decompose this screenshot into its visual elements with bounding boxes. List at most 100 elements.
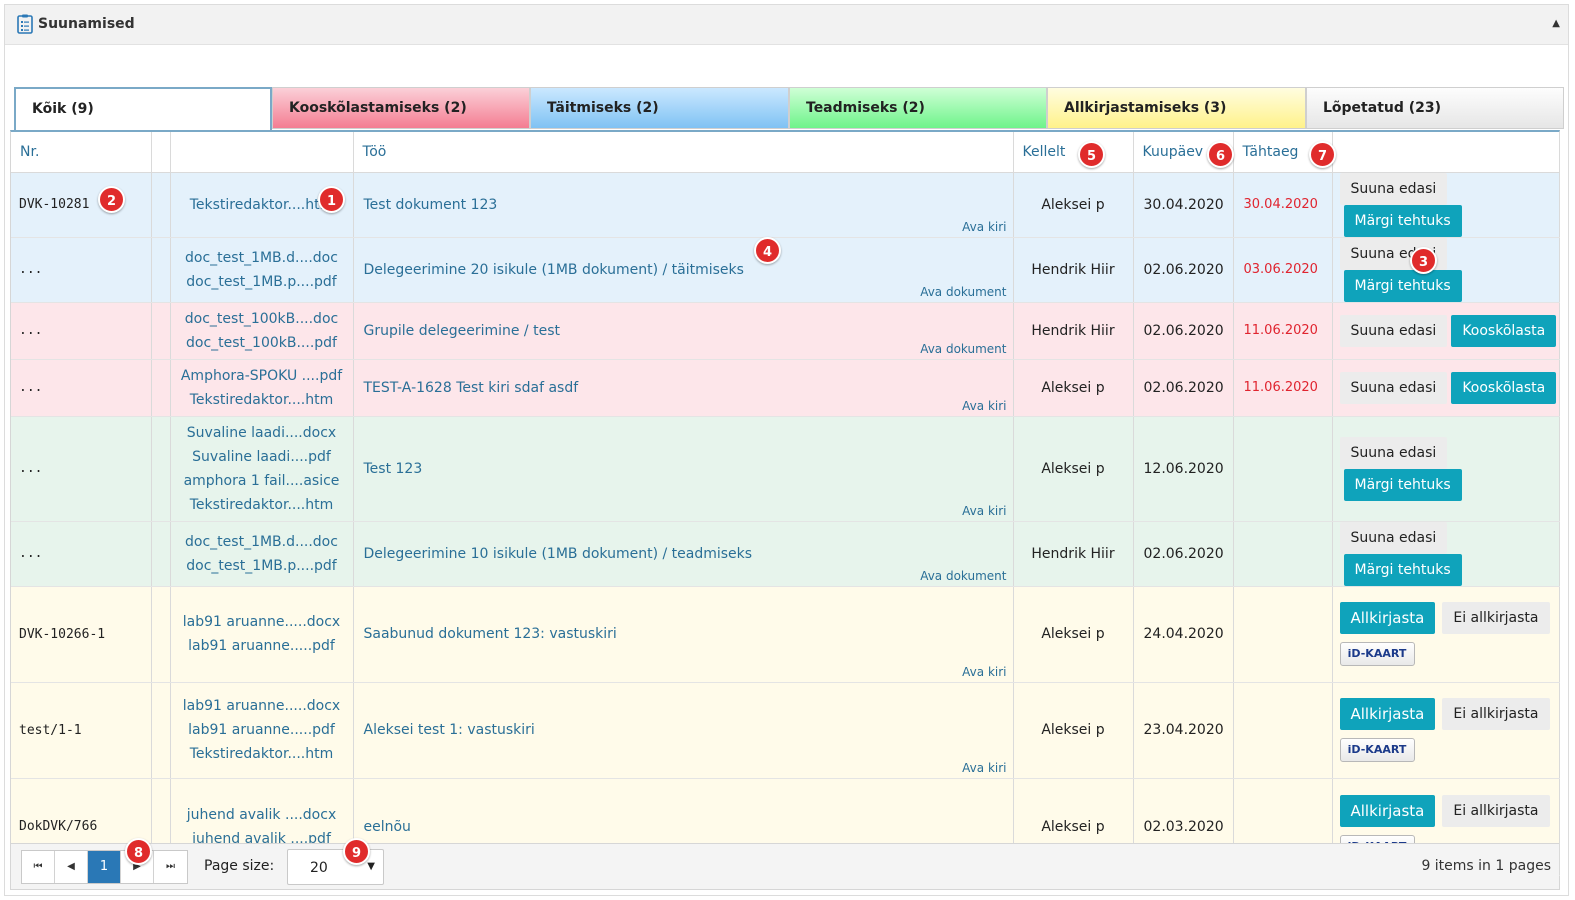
row-work: Test 123 Ava kiri — [353, 416, 1014, 522]
table-row[interactable]: DVK-10281 Tekstiredaktor....htm Test dokum… — [11, 172, 1560, 238]
forward-button[interactable]: Suuna edasi — [1339, 521, 1448, 554]
file-link[interactable]: Tekstiredaktor....htm — [189, 496, 334, 513]
file-link[interactable]: Tekstiredaktor....htm — [189, 746, 334, 762]
row-files: doc_test_100kB....doc doc_test_100kB....p… — [170, 302, 354, 360]
last-page-icon[interactable]: ⏭ — [166, 861, 175, 872]
tab-lopetatud[interactable]: Lõpetatud (23) — [1306, 87, 1564, 129]
mark-done-button[interactable]: Märgi tehtuks — [1343, 204, 1462, 237]
tab-taitmiseks[interactable]: Täitmiseks (2) — [530, 87, 789, 129]
row-actions: Suuna edasi Kooskõlasta — [1332, 359, 1560, 417]
row-work: Test dokument 123 Ava kiri — [353, 172, 1014, 238]
tab-teadmiseks[interactable]: Teadmiseks (2) — [789, 87, 1047, 129]
table-row[interactable]: ... Amphora-SPOKU ....pdf Tekstiredaktor..… — [11, 359, 1560, 417]
annotation-marker-4: 4 — [754, 237, 781, 264]
page-1-button[interactable]: 1 — [88, 851, 121, 883]
work-title-link[interactable]: Saabunud dokument 123: vastuskiri — [363, 626, 617, 642]
file-link[interactable]: doc_test_1MB.d....doc — [185, 249, 338, 266]
mark-done-button[interactable]: Märgi tehtuks — [1343, 553, 1462, 586]
work-title-link[interactable]: Grupile delegeerimine / test — [363, 322, 561, 339]
row-date: 02.06.2020 — [1133, 521, 1234, 587]
file-link[interactable]: doc_test_1MB.p....pdf — [186, 273, 337, 290]
file-link[interactable]: Tekstiredaktor....htm — [189, 196, 334, 213]
tab-allkirjastamiseks[interactable]: Allkirjastamiseks (3) — [1047, 87, 1306, 129]
next-page-icon[interactable]: ▶ — [121, 851, 154, 883]
approve-button[interactable]: Kooskõlasta — [1451, 314, 1557, 347]
row-actions: Suuna edasi Kooskõlasta — [1332, 302, 1560, 360]
table-row[interactable]: DVK-10266-1 lab91 aruanne.....docx lab91 a… — [11, 586, 1560, 683]
id-kaart-button[interactable]: iD-KAART — [1339, 738, 1415, 762]
file-link[interactable]: amphora 1 fail....asice — [183, 472, 340, 489]
row-date: 02.06.2020 — [1133, 359, 1234, 417]
file-link[interactable]: doc_test_1MB.p....pdf — [186, 557, 337, 574]
work-title-link[interactable]: TEST-A-1628 Test kiri sdaf asdf — [363, 379, 579, 396]
row-files: doc_test_1MB.d....doc doc_test_1MB.p....p… — [170, 521, 354, 587]
open-document-link[interactable]: Ava kiri — [962, 664, 1007, 679]
column-header-nr[interactable]: Nr. — [11, 132, 152, 173]
table-row[interactable]: ... doc_test_1MB.d....doc doc_test_1MB.p..… — [11, 521, 1560, 587]
row-deadline — [1233, 682, 1333, 779]
open-document-link[interactable]: Ava kiri — [962, 503, 1007, 518]
prev-page-icon[interactable]: ◀ — [55, 851, 88, 883]
row-flag-cell — [151, 682, 171, 779]
open-document-link[interactable]: Ava kiri — [962, 398, 1007, 413]
file-link[interactable]: Amphora-SPOKU ....pdf — [180, 367, 343, 384]
sign-button[interactable]: Allkirjasta — [1339, 602, 1436, 634]
open-document-link[interactable]: Ava dokument — [920, 568, 1007, 583]
forward-button[interactable]: Suuna edasi — [1339, 172, 1448, 205]
decline-sign-button[interactable]: Ei allkirjasta — [1442, 698, 1550, 730]
sign-button[interactable]: Allkirjasta — [1339, 698, 1436, 730]
file-link[interactable]: lab91 aruanne.....pdf — [188, 638, 335, 654]
open-document-link[interactable]: Ava kiri — [962, 760, 1007, 775]
row-flag-cell — [151, 521, 171, 587]
decline-sign-button[interactable]: Ei allkirjasta — [1442, 602, 1550, 634]
file-link[interactable]: Suvaline laadi....docx — [186, 424, 337, 441]
row-flag-cell — [151, 302, 171, 360]
row-work: TEST-A-1628 Test kiri sdaf asdf Ava kiri — [353, 359, 1014, 417]
forward-button[interactable]: Suuna edasi — [1339, 371, 1448, 404]
column-header-actions — [1332, 132, 1560, 173]
id-kaart-button[interactable]: iD-KAART — [1339, 642, 1415, 666]
file-link[interactable]: lab91 aruanne.....pdf — [188, 722, 335, 738]
approve-button[interactable]: Kooskõlasta — [1451, 371, 1557, 404]
forward-button[interactable]: Suuna edasi — [1339, 314, 1448, 347]
mark-done-button[interactable]: Märgi tehtuks — [1343, 468, 1462, 501]
table-row[interactable]: ... Suvaline laadi....docx Suvaline laadi.… — [11, 416, 1560, 522]
work-title-link[interactable]: Aleksei test 1: vastuskiri — [363, 722, 535, 738]
file-link[interactable]: juhend avalik ....docx — [186, 806, 337, 823]
file-link[interactable]: Tekstiredaktor....htm — [189, 391, 334, 408]
tab-kooskolastamiseks[interactable]: Kooskõlastamiseks (2) — [272, 87, 530, 129]
row-flag-cell — [151, 172, 171, 238]
work-title-link[interactable]: Test 123 — [363, 460, 423, 477]
open-document-link[interactable]: Ava dokument — [920, 341, 1007, 356]
column-header-from[interactable]: Kellelt — [1013, 132, 1134, 173]
work-title-link[interactable]: Test dokument 123 — [363, 196, 498, 213]
annotation-marker-5: 5 — [1078, 141, 1105, 168]
work-title-link[interactable]: Delegeerimine 10 isikule (1MB dokument) … — [363, 545, 753, 562]
forward-button[interactable]: Suuna edasi — [1339, 436, 1448, 469]
file-link[interactable]: lab91 aruanne.....docx — [182, 614, 341, 630]
panel-header[interactable]: Suunamised ▲ — [5, 5, 1568, 45]
row-from: Aleksei p — [1013, 172, 1134, 238]
decline-sign-button[interactable]: Ei allkirjasta — [1442, 794, 1550, 827]
file-link[interactable]: doc_test_100kB....pdf — [186, 334, 337, 351]
work-title-link[interactable]: Delegeerimine 20 isikule (1MB dokument) … — [363, 261, 744, 278]
file-link[interactable]: doc_test_100kB....doc — [184, 310, 339, 327]
open-document-link[interactable]: Ava kiri — [962, 219, 1007, 234]
column-header-work[interactable]: Töö — [353, 132, 1014, 173]
table-row[interactable]: ... doc_test_1MB.d....doc doc_test_1MB.p..… — [11, 237, 1560, 303]
first-page-icon[interactable]: ⏮ — [22, 851, 55, 883]
file-link[interactable]: lab91 aruanne.....docx — [182, 698, 341, 714]
file-link[interactable]: doc_test_1MB.d....doc — [185, 533, 338, 550]
work-title-link[interactable]: eelnõu — [363, 818, 411, 835]
suunamised-table: Nr. Töö Kellelt Kuupäev Tähtaeg DVK-1028… — [11, 132, 1560, 876]
tab-all[interactable]: Kõik (9) — [14, 87, 272, 132]
table-row[interactable]: ... doc_test_100kB....doc doc_test_100kB..… — [11, 302, 1560, 360]
file-link[interactable]: juhend avalik ....pdf — [192, 830, 331, 847]
mark-done-button[interactable]: Märgi tehtuks — [1343, 269, 1462, 302]
table-row[interactable]: test/1-1 lab91 aruanne.....docx lab91 arua… — [11, 682, 1560, 779]
file-link[interactable]: Suvaline laadi....pdf — [192, 448, 331, 465]
row-from: Aleksei p — [1013, 586, 1134, 683]
triangle-up-icon[interactable]: ▲ — [1552, 18, 1560, 29]
sign-button[interactable]: Allkirjasta — [1339, 794, 1436, 827]
open-document-link[interactable]: Ava dokument — [920, 284, 1007, 299]
